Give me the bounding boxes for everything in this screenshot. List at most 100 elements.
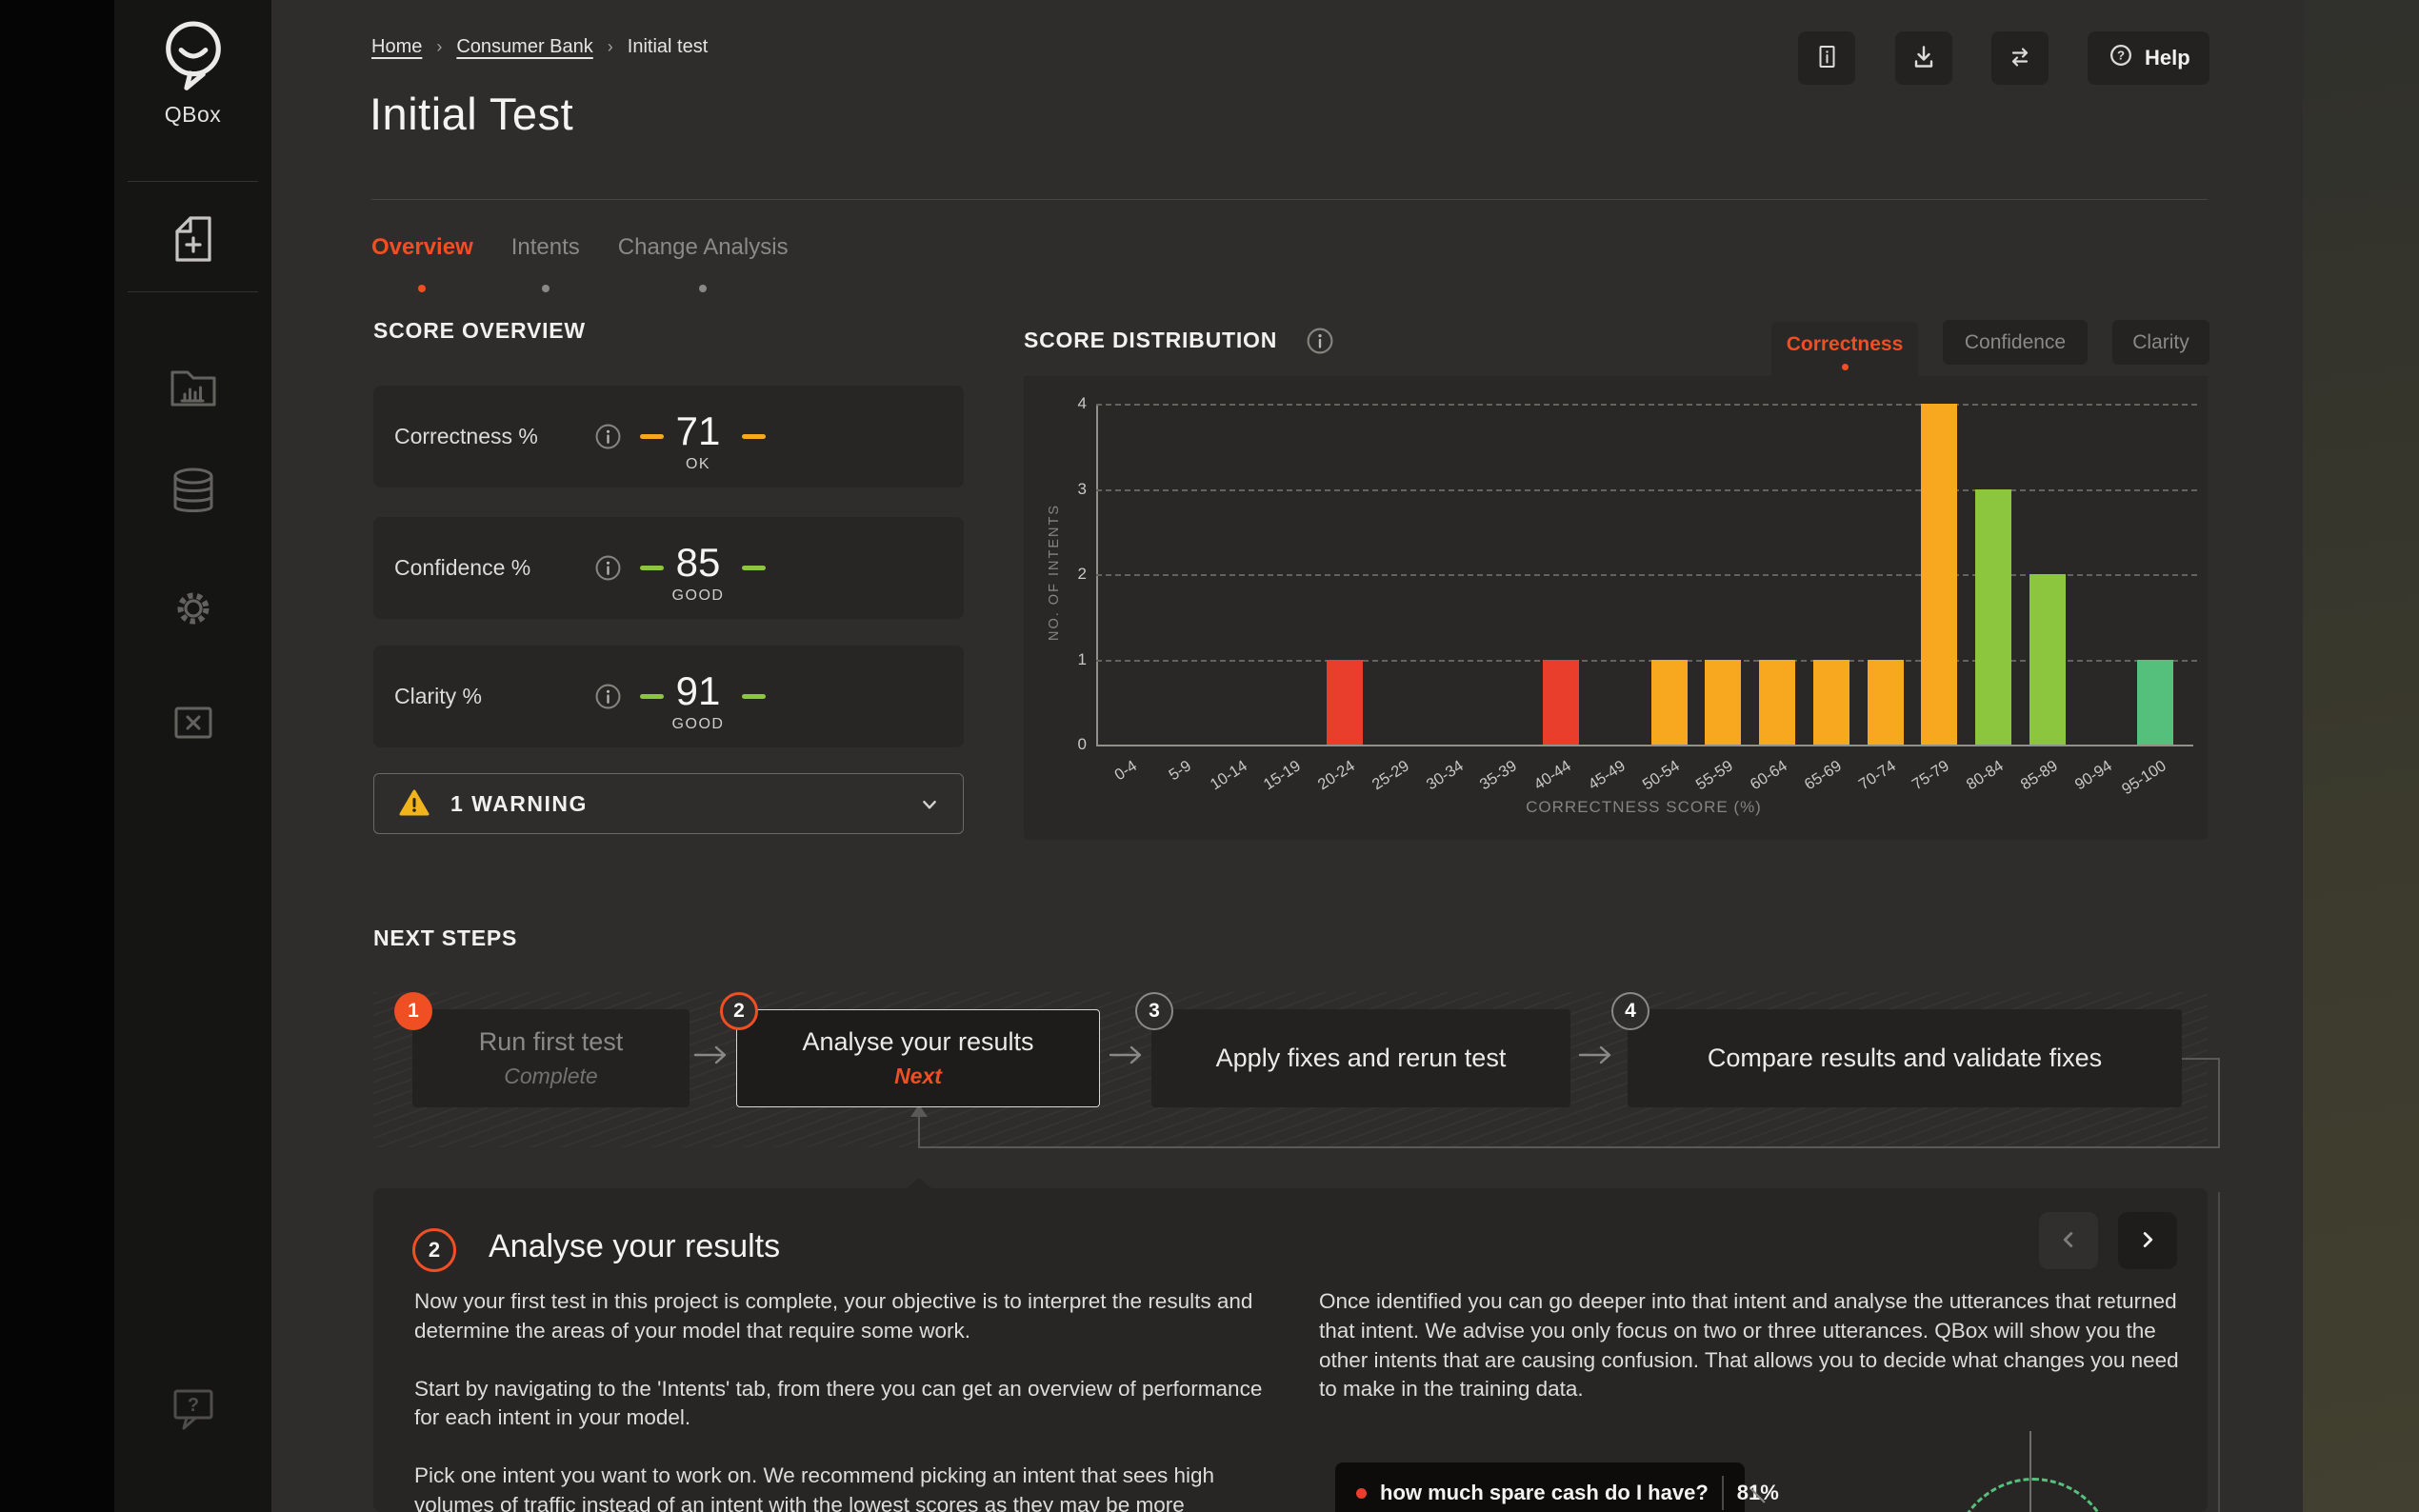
step-card-apply-fixes[interactable]: Apply fixes and rerun test (1151, 1009, 1570, 1107)
warning-dropdown[interactable]: 1 WARNING (373, 773, 964, 834)
tab-intents[interactable]: Intents (511, 234, 580, 292)
panel-notch (906, 1178, 932, 1189)
step-badge-1: 1 (394, 992, 432, 1030)
tab-change-analysis[interactable]: Change Analysis (618, 234, 789, 292)
step-card-run-first-test[interactable]: Run first test Complete (412, 1009, 690, 1107)
panel-paragraph: Now your first test in this project is c… (414, 1289, 1253, 1343)
connector-line (918, 1146, 2220, 1148)
qbox-logo[interactable]: QBox (114, 17, 271, 128)
breadcrumb-separator: › (436, 37, 443, 56)
sidebar-item-new-test[interactable] (155, 206, 231, 274)
metric-label: Confidence % (394, 555, 531, 580)
score-overview-heading: SCORE OVERVIEW (373, 318, 586, 343)
x-tick-label: 20-24 (1314, 757, 1358, 794)
x-tick-label: 55-59 (1692, 757, 1737, 794)
info-icon[interactable] (1307, 328, 1333, 359)
red-status-dot (1356, 1487, 1367, 1499)
breadcrumb-home[interactable]: Home (371, 36, 423, 57)
help-button[interactable]: ? Help (2088, 31, 2209, 85)
bar-80-84 (1975, 488, 2011, 745)
x-tick-label: 40-44 (1530, 757, 1574, 794)
database-icon (163, 462, 224, 526)
compare-button[interactable] (1991, 31, 2049, 85)
download-button[interactable] (1895, 31, 1952, 85)
metric-dash (640, 566, 664, 570)
vertical-divider (1721, 1476, 1724, 1510)
gridline (1096, 404, 2197, 406)
dist-tab-label: Confidence (1964, 330, 2067, 353)
dist-tab-confidence[interactable]: Confidence (1943, 320, 2088, 365)
metric-dash (640, 694, 664, 699)
metric-value: 85 (675, 540, 721, 585)
step-card-analyse-results[interactable]: Analyse your results Next (736, 1009, 1100, 1107)
sidebar-divider (128, 291, 258, 292)
sidebar-item-data[interactable] (155, 459, 231, 527)
chart-x-axis-label: CORRECTNESS SCORE (%) (1526, 798, 1762, 816)
sidebar-item-reports[interactable] (155, 354, 231, 423)
bar-60-64 (1759, 659, 1795, 745)
step-badge-4: 4 (1611, 992, 1649, 1030)
x-tick-label: 85-89 (2017, 757, 2061, 794)
chevron-right-icon (2133, 1225, 2162, 1257)
help-bubble-icon: ? (163, 1377, 224, 1441)
x-tick-label: 50-54 (1639, 757, 1683, 794)
document-info-button[interactable] (1798, 31, 1855, 85)
panel-paragraph: Pick one intent you want to work on. We … (414, 1463, 1215, 1512)
title-divider (371, 199, 2208, 200)
tab-indicator-dot (699, 285, 708, 292)
info-icon[interactable] (595, 555, 621, 586)
carousel-prev-button[interactable] (2039, 1212, 2098, 1269)
utterance-score: 81% (1736, 1481, 1779, 1504)
x-tick-label: 35-39 (1476, 757, 1521, 794)
sidebar-divider (128, 181, 258, 182)
metric-status: OK (685, 456, 711, 472)
connector-line (2218, 1192, 2220, 1512)
metric-value: 71 (675, 408, 721, 453)
tab-intents-label: Intents (510, 234, 580, 260)
desktop-right-strip (2303, 0, 2419, 1512)
step-card-compare-results[interactable]: Compare results and validate fixes (1628, 1009, 2182, 1107)
bar-95-100 (2137, 659, 2174, 745)
step-title: Compare results and validate fixes (1707, 1044, 2103, 1072)
tab-overview-label: Overview (371, 234, 473, 260)
step-badge-3: 3 (1135, 992, 1173, 1030)
x-tick-label: 60-64 (1747, 757, 1790, 794)
breadcrumb-current: Initial test (627, 36, 709, 57)
x-tick-label: 30-34 (1423, 757, 1467, 794)
sidebar: QBox (114, 0, 271, 1512)
dist-tab-clarity[interactable]: Clarity (2112, 320, 2209, 365)
bar-65-69 (1812, 659, 1849, 745)
sidebar-item-close-project[interactable] (155, 689, 231, 758)
tab-overview[interactable]: Overview (371, 234, 473, 292)
y-tick-label: 1 (1077, 649, 1087, 668)
sidebar-item-support[interactable]: ? (155, 1374, 231, 1442)
utterance-example-card: how much spare cash do I have? 81% accou… (1335, 1462, 1779, 1512)
bar-50-54 (1650, 659, 1688, 745)
qbox-logo-label: QBox (164, 102, 222, 127)
tab-indicator-dot (541, 285, 550, 292)
download-icon (1909, 42, 1939, 75)
x-tick-label: 0-4 (1111, 757, 1141, 785)
sidebar-item-settings[interactable] (155, 575, 231, 644)
step-subtitle: Complete (504, 1064, 598, 1088)
panel-paragraph: Start by navigating to the 'Intents' tab… (414, 1376, 1263, 1430)
info-icon[interactable] (595, 424, 621, 454)
info-icon[interactable] (595, 684, 621, 714)
bar-85-89 (2029, 574, 2066, 745)
y-tick-label: 2 (1077, 565, 1087, 583)
breadcrumb: Home › Consumer Bank › Initial test (371, 36, 708, 58)
x-tick-label: 5-9 (1165, 757, 1194, 785)
bar-75-79 (1921, 404, 1958, 745)
step-subtitle: Next (894, 1064, 942, 1088)
tab-indicator-dot (418, 285, 427, 292)
carousel-next-button[interactable] (2118, 1212, 2177, 1269)
metric-dash (742, 566, 766, 570)
breadcrumb-project[interactable]: Consumer Bank (456, 36, 593, 57)
main-tabs: Overview Intents Change Analysis (371, 234, 789, 292)
dist-tab-correctness[interactable]: Correctness (1771, 322, 1918, 381)
connector-line (2218, 1058, 2220, 1148)
step-arrow-icon (1577, 1043, 1615, 1072)
